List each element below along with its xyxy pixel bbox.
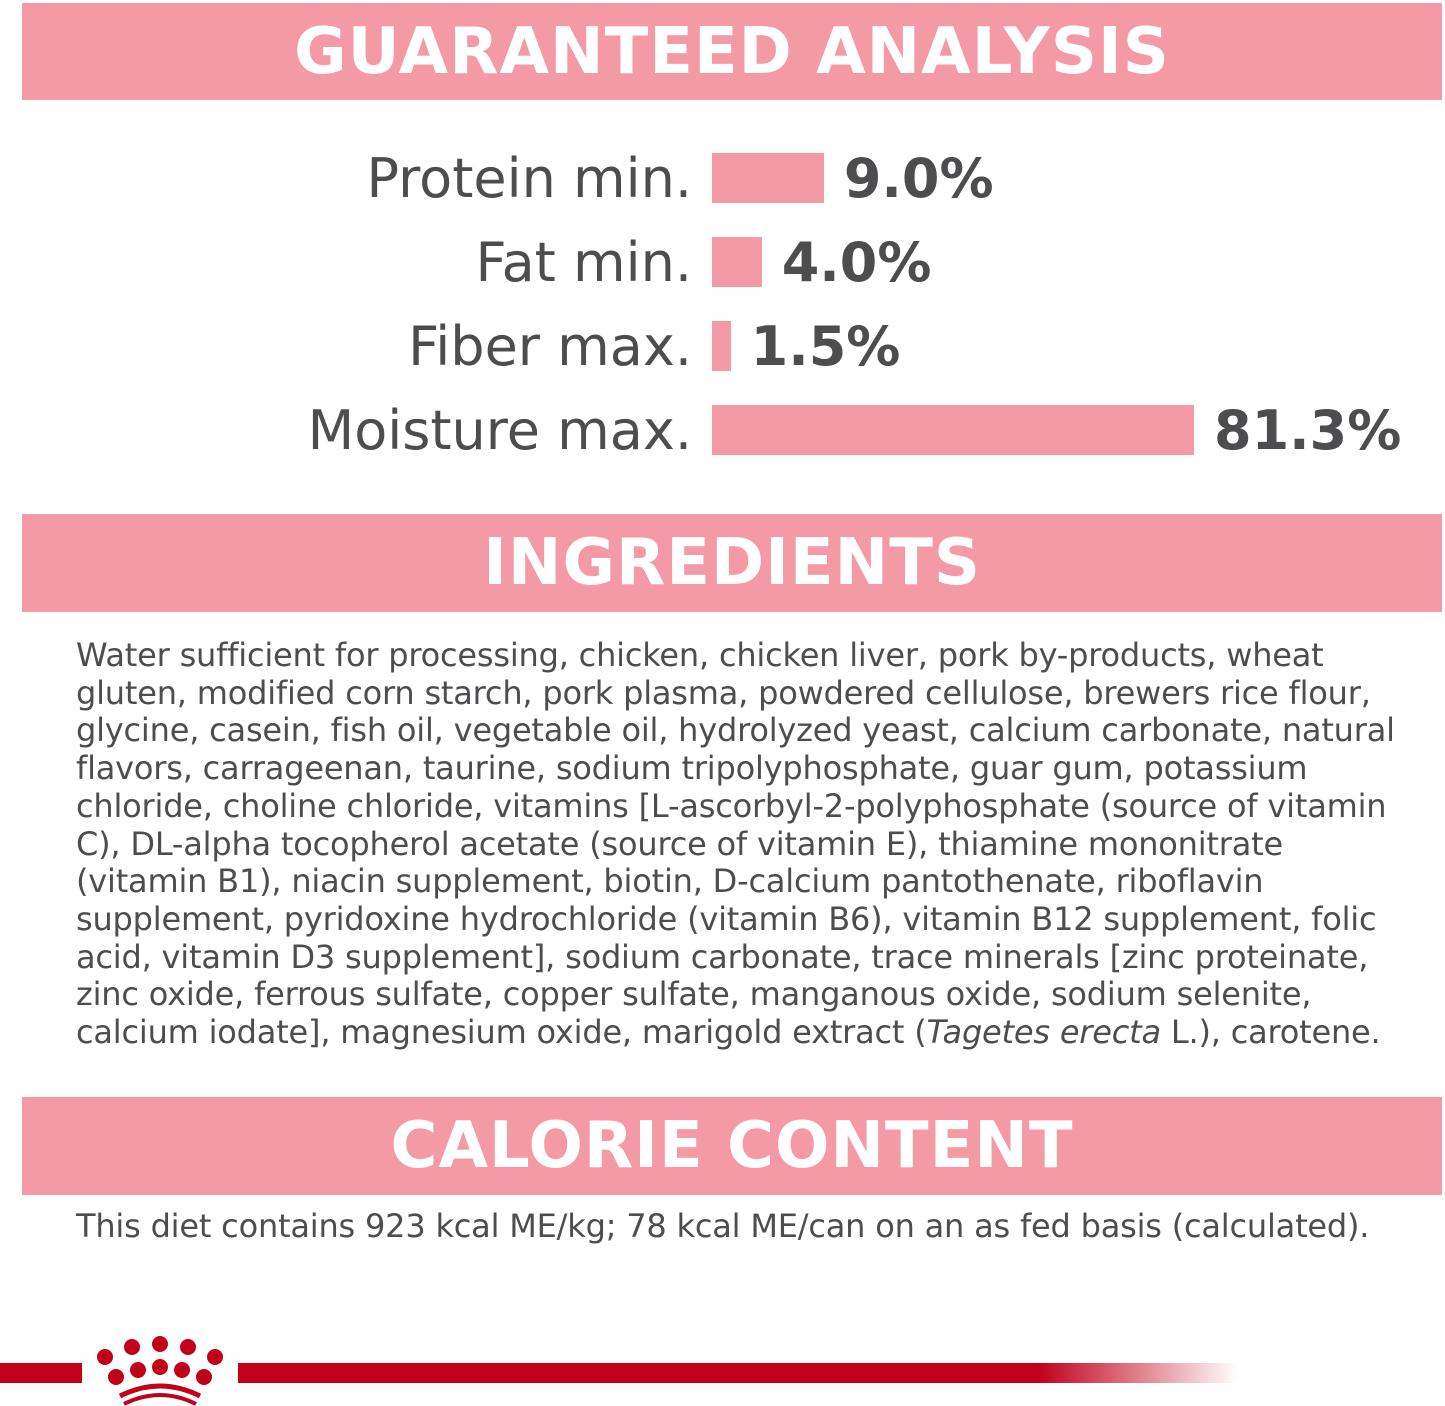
nutrient-bar [712,237,762,287]
nutrient-label: Fat min. [475,230,692,294]
ingredients-main: Water sufficient for processing, chicken… [76,636,1395,1052]
brand-line-right [238,1363,1238,1383]
analysis-row: Fat min. 4.0% [0,230,1445,294]
ingredients-text: Water sufficient for processing, chicken… [76,636,1406,1052]
nutrient-label: Moisture max. [307,398,692,462]
section-title: CALORIE CONTENT [390,1109,1074,1183]
ingredients-italic: Tagetes erecta [926,1013,1162,1052]
crown-icon [97,1336,223,1406]
nutrient-value: 81.3% [1214,398,1402,462]
calorie-text: This diet contains 923 kcal ME/kg; 78 kc… [76,1207,1370,1245]
analysis-row: Fiber max. 1.5% [0,314,1445,378]
ingredients-end: L.), carotene. [1160,1013,1381,1052]
analysis-row: Protein min. 9.0% [0,146,1445,210]
calorie-content-header: CALORIE CONTENT [22,1097,1442,1195]
nutrient-label: Fiber max. [408,314,692,378]
nutrient-bar [712,321,731,371]
section-title: INGREDIENTS [483,526,981,600]
nutrient-bar [712,153,824,203]
nutrient-value: 4.0% [781,230,932,294]
guaranteed-analysis-header: GUARANTEED ANALYSIS [22,3,1442,100]
nutrient-value: 9.0% [843,146,994,210]
analysis-row: Moisture max. 81.3% [0,398,1445,462]
nutrient-bar [712,405,1194,455]
section-title: GUARANTEED ANALYSIS [294,14,1170,89]
brand-line-left [0,1363,82,1383]
nutrient-label: Protein min. [366,146,692,210]
nutrient-value: 1.5% [750,314,901,378]
ingredients-header: INGREDIENTS [22,514,1442,612]
